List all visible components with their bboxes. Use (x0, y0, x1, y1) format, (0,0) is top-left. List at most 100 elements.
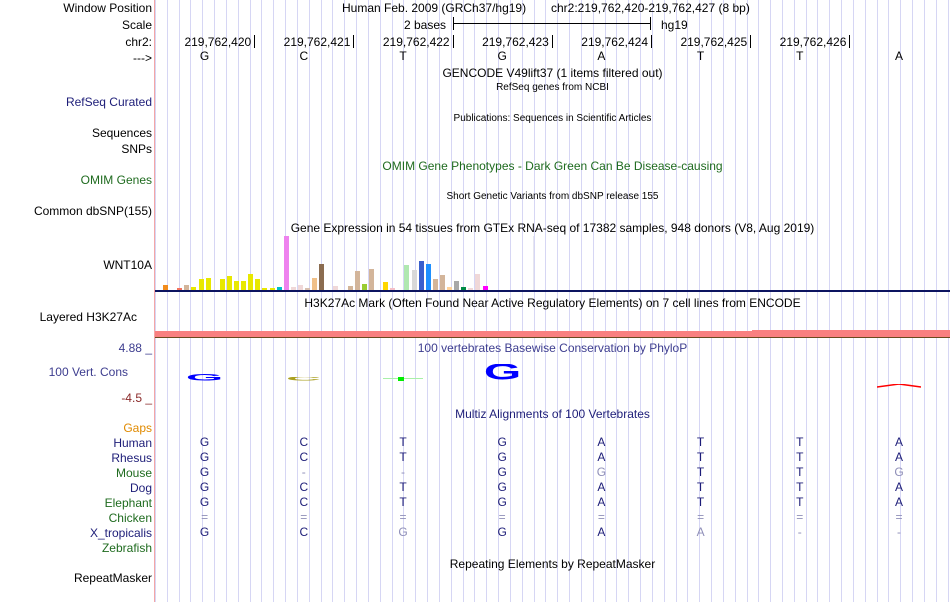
gtex-bar-chart[interactable] (155, 236, 950, 290)
gtex-tissue-bar[interactable] (425, 264, 431, 290)
gtex-tissue-bar[interactable] (297, 285, 303, 290)
omim-track-title[interactable]: OMIM Gene Phenotypes - Dark Green Can Be… (382, 159, 723, 173)
grid-line (190, 0, 191, 602)
grid-line (344, 0, 345, 602)
gtex-tissue-bar[interactable] (219, 279, 225, 290)
species-label[interactable]: Human (113, 436, 152, 450)
gtex-tissue-bar[interactable] (305, 288, 310, 290)
track-label-sequences[interactable]: Sequences (91, 126, 152, 140)
species-label[interactable]: Elephant (104, 496, 152, 510)
gtex-tissue-bar[interactable] (234, 281, 239, 290)
gtex-tissue-bar[interactable] (319, 264, 325, 290)
gtex-tissue-bar[interactable] (184, 285, 190, 290)
track-label-repeatmasker[interactable]: RepeatMasker (73, 571, 152, 585)
track-label-refseq[interactable]: RefSeq Curated (65, 95, 152, 109)
position-readout: chr2:219,762,420-219,762,427 (8 bp) (551, 1, 750, 15)
gtex-tissue-bar[interactable] (262, 288, 268, 290)
alignment-base: = (895, 510, 903, 524)
gencode-track-title[interactable]: GENCODE V49lift37 (1 items filtered out) (442, 66, 663, 80)
h3k27ac-track-title[interactable]: H3K27Ac Mark (Often Found Near Active Re… (304, 296, 801, 310)
gtex-tissue-bar[interactable] (383, 282, 389, 290)
gtex-tissue-bar[interactable] (482, 286, 488, 290)
gtex-tissue-bar[interactable] (241, 281, 247, 290)
gtex-tissue-bar[interactable] (276, 287, 282, 290)
track-label-gtex[interactable]: WNT10A (103, 258, 152, 272)
gtex-tissue-bar[interactable] (418, 261, 424, 290)
track-label-omim[interactable]: OMIM Genes (80, 173, 152, 187)
gtex-tissue-bar[interactable] (468, 288, 474, 290)
gtex-tissue-bar[interactable] (205, 278, 211, 290)
phylop-max-label: 4.88 _ (118, 341, 152, 355)
species-label[interactable]: Dog (129, 481, 152, 495)
track-label-h3k27ac[interactable]: Layered H3K27Ac (39, 310, 137, 324)
alignment-base: - (401, 465, 405, 479)
gtex-tissue-bar[interactable] (226, 276, 232, 290)
alignment-base: = (399, 510, 407, 524)
grid-line (888, 0, 889, 602)
gtex-tissue-bar[interactable] (163, 285, 168, 290)
coordinate-tick (849, 35, 850, 48)
phylop-base-glyph: G (483, 364, 521, 381)
gtex-tissue-bar[interactable] (347, 286, 353, 290)
gtex-tissue-bar[interactable] (312, 278, 318, 290)
gtex-track-title[interactable]: Gene Expression in 54 tissues from GTEx … (290, 221, 815, 235)
alignment-base: A (894, 480, 903, 494)
gtex-tissue-bar[interactable] (361, 284, 367, 290)
grid-line (640, 0, 641, 602)
species-label[interactable]: Mouse (115, 466, 152, 480)
species-label[interactable]: Chicken (108, 511, 152, 525)
track-label-phylop[interactable]: 100 Vert. Cons (48, 365, 128, 379)
gtex-tissue-bar[interactable] (390, 288, 396, 290)
gtex-tissue-bar[interactable] (475, 274, 481, 290)
reference-base: G (497, 49, 507, 63)
dbsnp-track-title[interactable]: Short Genetic Variants from dbSNP releas… (446, 191, 659, 202)
repeatmasker-track-title[interactable]: Repeating Elements by RepeatMasker (449, 557, 656, 571)
gtex-tissue-bar[interactable] (255, 279, 261, 290)
species-label[interactable]: Rhesus (111, 451, 152, 465)
gtex-tissue-bar[interactable] (283, 236, 289, 290)
alignment-base: T (399, 480, 407, 494)
species-label[interactable]: Zebrafish (101, 541, 152, 555)
grid-line (522, 0, 523, 602)
gtex-tissue-bar[interactable] (411, 270, 417, 290)
alignment-base: = (201, 510, 209, 524)
multiz-track-title[interactable]: Multiz Alignments of 100 Vertebrates (455, 407, 650, 421)
alignment-base: T (796, 495, 804, 509)
track-label-dbsnp[interactable]: Common dbSNP(155) (33, 204, 152, 218)
publications-track-title[interactable]: Publications: Sequences in Scientific Ar… (453, 113, 652, 124)
gtex-tissue-bar[interactable] (269, 288, 275, 290)
track-label-snps[interactable]: SNPs (121, 142, 152, 156)
alignment-base: G (894, 465, 904, 479)
grid-line (451, 0, 452, 602)
species-label[interactable]: X_tropicalis (89, 526, 152, 540)
coordinate-tick (453, 35, 454, 48)
gtex-tissue-bar[interactable] (198, 279, 204, 290)
gtex-tissue-bar[interactable] (191, 287, 197, 290)
grid-line (735, 0, 736, 602)
gtex-tissue-bar[interactable] (439, 275, 445, 290)
h3k27ac-signal[interactable] (155, 330, 950, 338)
grid-line (841, 0, 842, 602)
grid-line (605, 0, 606, 602)
gtex-tissue-bar[interactable] (461, 287, 467, 290)
gtex-tissue-bar[interactable] (368, 269, 374, 290)
assembly-title: Human Feb. 2009 (GRCh37/hg19) (342, 1, 527, 15)
gtex-tissue-bar[interactable] (432, 279, 438, 290)
gtex-tissue-bar[interactable] (290, 287, 296, 290)
gtex-tissue-bar[interactable] (333, 286, 339, 290)
gtex-tissue-bar[interactable] (404, 265, 410, 290)
reference-base: A (894, 49, 903, 63)
gtex-tissue-bar[interactable] (177, 288, 183, 290)
phylop-base-glyph: G (185, 374, 224, 381)
grid-line (758, 0, 759, 602)
gtex-tissue-bar[interactable] (354, 271, 360, 290)
gtex-tissue-bar[interactable] (248, 274, 254, 290)
gtex-tissue-bar[interactable] (447, 287, 452, 290)
alignment-base: - (301, 465, 306, 479)
alignment-base: G (398, 525, 408, 539)
phylop-track-title[interactable]: 100 vertebrates Basewise Conservation by… (417, 341, 688, 355)
gtex-tissue-bar[interactable] (454, 281, 460, 290)
track-label-gaps: Gaps (123, 421, 152, 435)
alignment-base: G (497, 495, 507, 509)
